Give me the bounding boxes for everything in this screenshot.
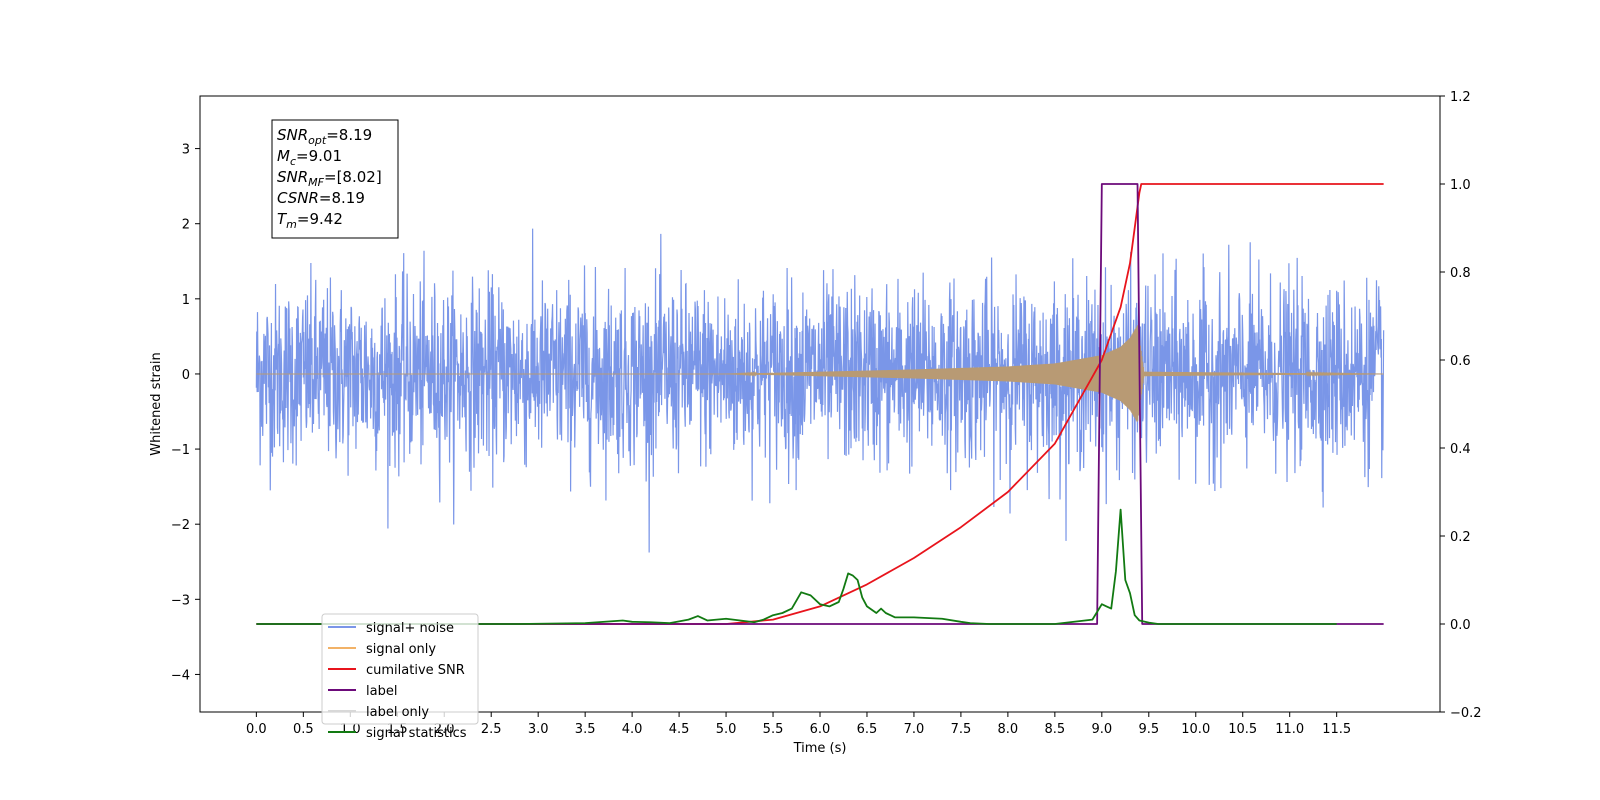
y-left-tick-label: 2: [182, 218, 190, 233]
x-tick-label: 7.0: [904, 722, 925, 737]
x-tick-label: 10.5: [1228, 722, 1257, 737]
annotation-symbol: T: [277, 210, 288, 228]
legend-label: signal only: [366, 642, 436, 657]
y-left-tick-label: 1: [182, 293, 190, 308]
x-tick-label: 1.5: [387, 722, 408, 737]
legend-item: signal+ noise: [328, 621, 454, 636]
legend-label: label only: [366, 705, 429, 720]
annotation-symbol: M: [277, 147, 290, 165]
x-tick-label: 5.5: [763, 722, 784, 737]
x-tick-label: 6.5: [857, 722, 878, 737]
x-axis: 0.0 0.5 1.0 1.5 2.0 2.5 3.0 3.5 4.0 4.5 5.0 5.5 6.0 6…: [246, 712, 1351, 737]
x-tick-label: 9.0: [1091, 722, 1112, 737]
annotation-symbol: CSNR: [277, 189, 319, 207]
y-right-tick-label: 0.2: [1450, 530, 1471, 545]
legend-label: label: [366, 684, 397, 699]
y-right-tick-label: 0.4: [1450, 442, 1471, 457]
legend-label: signal+ noise: [366, 621, 454, 636]
y-right-tick-label: 0.6: [1450, 354, 1471, 369]
y-axis-left-label: Whitened strain: [149, 352, 164, 455]
annotation-frame: [271, 119, 399, 239]
y-left-tick-label: −1: [171, 443, 190, 458]
annotation-subscript: opt: [308, 134, 327, 147]
x-tick-label: 10.0: [1181, 722, 1210, 737]
x-tick-label: 4.5: [669, 722, 690, 737]
series-signal-noise: [255, 228, 1385, 553]
legend-item: label: [328, 684, 397, 699]
legend-frame: [321, 613, 479, 725]
legend-item: signal only: [328, 642, 436, 657]
annotation-line: Mc=9.01: [277, 147, 342, 168]
annotation-value: =9.42: [297, 210, 343, 228]
x-tick-label: 4.0: [622, 722, 643, 737]
y-right-tick-label: 0.8: [1450, 266, 1471, 281]
x-tick-label: 5.0: [716, 722, 737, 737]
x-tick-label: 8.0: [998, 722, 1019, 737]
x-tick-label: 2.0: [434, 722, 455, 737]
y-left-tick-label: −3: [171, 593, 190, 608]
annotation-line: Tm=9.42: [277, 210, 343, 231]
y-right-tick-label: 0.0: [1450, 618, 1471, 633]
y-right-tick-label: −0.2: [1450, 706, 1482, 721]
x-tick-label: 0.0: [246, 722, 267, 737]
y-axis-right: 1.2 1.0 0.8 0.6 0.4 0.2 0.0 −0.2: [1440, 90, 1482, 721]
x-tick-label: 9.5: [1138, 722, 1159, 737]
y-left-tick-label: 3: [182, 143, 190, 158]
series-layer: [255, 183, 1385, 625]
annotation-line: CSNR=8.19: [277, 189, 365, 207]
annotation-line: SNRMF=[8.02]: [277, 168, 382, 189]
x-axis-label: Time (s): [793, 741, 847, 756]
annotation-subscript: MF: [308, 176, 324, 189]
annotation-line: SNRopt=8.19: [277, 126, 372, 147]
x-tick-label: 11.5: [1322, 722, 1351, 737]
x-tick-label: 0.5: [293, 722, 314, 737]
y-axis-left: 3 2 1 0 −1 −2 −3 −4: [171, 143, 200, 683]
annotation-value: =9.01: [296, 147, 342, 165]
metrics-annotation-box: SNRopt=8.19Mc=9.01SNRMF=[8.02]CSNR=8.19T…: [271, 119, 399, 239]
y-left-tick-label: −2: [171, 518, 190, 533]
x-tick-label: 7.5: [951, 722, 972, 737]
x-tick-label: 6.0: [810, 722, 831, 737]
y-right-tick-label: 1.2: [1450, 90, 1471, 105]
x-tick-label: 8.5: [1045, 722, 1066, 737]
annotation-subscript: m: [286, 218, 297, 231]
annotation-symbol: SNR: [277, 126, 308, 144]
y-left-tick-label: 0: [182, 368, 190, 383]
x-tick-label: 11.0: [1275, 722, 1304, 737]
annotation-value: =[8.02]: [324, 168, 382, 186]
series-signal-only: [256, 325, 1384, 423]
y-right-tick-label: 1.0: [1450, 178, 1471, 193]
x-tick-label: 2.5: [481, 722, 502, 737]
legend-label: cumilative SNR: [366, 663, 465, 678]
legend: signal+ noise signal only cumilative SNR la…: [321, 613, 479, 741]
annotation-symbol: SNR: [277, 168, 308, 186]
legend-label: signal statistics: [366, 726, 467, 741]
y-left-tick-label: −4: [171, 668, 190, 683]
x-tick-label: 1.0: [340, 722, 361, 737]
legend-item: cumilative SNR: [328, 663, 465, 678]
series-signal-statistics: [256, 508, 1337, 625]
annotation-subscript: c: [290, 155, 296, 168]
legend-item: signal statistics: [328, 726, 467, 741]
annotation-value: =8.19: [326, 126, 372, 144]
x-tick-label: 3.0: [528, 722, 549, 737]
legend-item: label only: [328, 705, 429, 720]
annotation-value: =8.19: [319, 189, 365, 207]
x-tick-label: 3.5: [575, 722, 596, 737]
